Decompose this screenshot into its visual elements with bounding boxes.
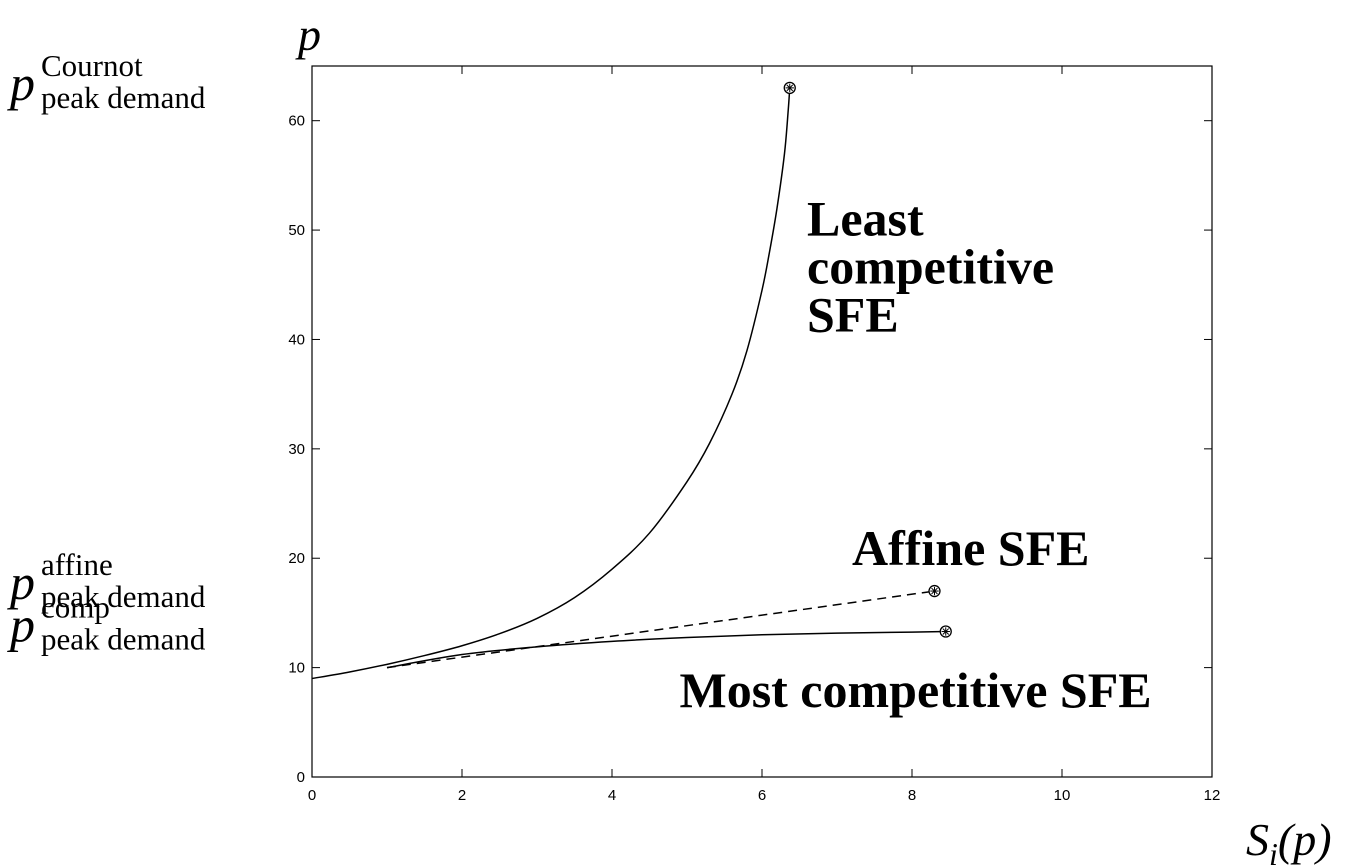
series-endpoint-marker-1	[928, 584, 941, 598]
price-label-subscript: peak demand	[41, 622, 206, 657]
y-tick-label: 40	[288, 331, 305, 348]
annotation-line: SFE	[807, 287, 899, 343]
y-tick-label: 10	[288, 660, 305, 677]
x-tick-label: 4	[608, 787, 616, 804]
x-tick-label: 12	[1204, 787, 1221, 804]
x-tick-label: 6	[758, 787, 766, 804]
annotation-line: Least	[807, 191, 924, 247]
x-axis-label: Si(p)	[1246, 814, 1332, 868]
y-axis-label: p	[295, 9, 321, 60]
y-tick-label: 20	[288, 550, 305, 567]
series-line-1	[386, 590, 935, 669]
price-label-base: p	[7, 554, 35, 610]
price-label-base: p	[7, 597, 35, 653]
annotation-2: Most competitive SFE	[680, 662, 1152, 718]
y-tick-label: 50	[288, 222, 305, 239]
price-label-subscript: peak demand	[41, 80, 206, 115]
price-label-superscript: Cournot	[41, 48, 143, 83]
x-tick-label: 10	[1054, 787, 1071, 804]
x-tick-label: 0	[308, 787, 316, 804]
series-endpoint-marker-2	[939, 625, 952, 638]
y-tick-label: 60	[288, 113, 305, 130]
x-tick-label: 8	[908, 787, 916, 804]
annotation-line: Most competitive SFE	[680, 662, 1152, 718]
price-label-superscript: comp	[41, 590, 110, 625]
series-endpoint-marker-0	[783, 81, 796, 95]
x-tick-label: 2	[458, 787, 466, 804]
price-label-superscript: affine	[41, 547, 113, 582]
price-label-subscript: peak demand	[41, 579, 206, 614]
annotation-line: Affine SFE	[852, 520, 1090, 576]
annotation-line: competitive	[807, 239, 1054, 295]
y-tick-label: 30	[288, 441, 305, 458]
annotation-1: Affine SFE	[852, 520, 1090, 576]
series-line-0	[311, 87, 791, 680]
annotation-0: Least competitive SFE	[807, 191, 1054, 343]
price-label-base: p	[7, 55, 35, 111]
y-tick-label: 0	[297, 769, 305, 786]
series-line-2	[386, 630, 946, 669]
